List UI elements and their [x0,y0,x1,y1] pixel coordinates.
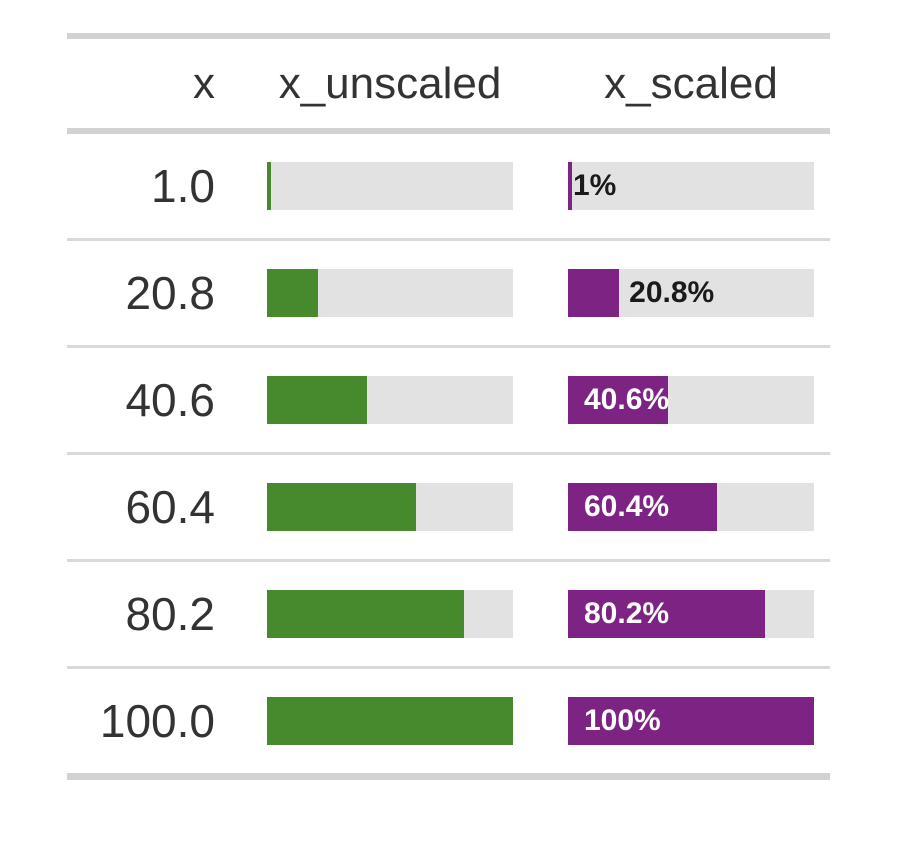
unscaled-bar-track [267,697,513,745]
table-row: 40.6 40.6% [67,348,830,452]
scaled-bar-label: 80.2% [584,597,670,630]
table-bottom-border [67,773,830,780]
scaled-bar-track: 1% [568,162,814,210]
scaled-bar-label: 40.6% [584,383,670,416]
unscaled-bar-fill [267,483,416,531]
scaled-bar-track: 60.4% [568,483,814,531]
x-value: 1.0 [151,160,215,212]
x-value: 100.0 [99,695,215,747]
x-value: 40.6 [125,374,215,426]
percent-bar-table: x x_unscaled x_scaled 1.0 1% 20.8 20.8% 40.6… [67,33,830,780]
column-header-x-unscaled: x_unscaled [278,58,502,108]
scaled-bar-fill [568,376,668,424]
unscaled-bar-fill [267,269,319,317]
table-row: 60.4 60.4% [67,455,830,559]
scaled-bar-label: 100% [584,704,661,737]
scaled-bar-fill [568,590,766,638]
scaled-bar-track: 20.8% [568,269,814,317]
x-value: 60.4 [125,481,215,533]
table-row: 1.0 1% [67,134,830,238]
column-header-x-scaled: x_scaled [604,58,778,108]
row-divider [67,238,830,241]
row-divider [67,452,830,455]
unscaled-bar-fill [267,697,513,745]
scaled-bar-track: 40.6% [568,376,814,424]
scaled-bar-fill [568,697,814,745]
unscaled-bar-fill [267,162,271,210]
scaled-bar-label: 1% [573,169,617,202]
scaled-bar-label: 20.8% [629,276,715,309]
row-divider [67,345,830,348]
table-body: 1.0 1% 20.8 20.8% 40.6 40.6% 60.4 60.4% 80.2 80.2… [67,134,830,773]
table-row: 20.8 20.8% [67,241,830,345]
table-row: 100.0 100% [67,669,830,773]
scaled-bar-fill [568,269,620,317]
unscaled-bar-track [267,483,513,531]
column-header-x: x [193,58,215,108]
table-top-border [67,33,830,39]
column-header-row: x x_unscaled x_scaled [67,39,830,128]
unscaled-bar-fill [267,376,367,424]
header-bottom-border [67,128,830,134]
row-divider [67,666,830,669]
row-divider [67,559,830,562]
x-value: 80.2 [125,588,215,640]
scaled-bar-label: 60.4% [584,490,670,523]
scaled-bar-fill [568,483,717,531]
unscaled-bar-track [267,162,513,210]
scaled-bar-track: 80.2% [568,590,814,638]
unscaled-bar-track [267,269,513,317]
scaled-bar-track: 100% [568,697,814,745]
unscaled-bar-track [267,376,513,424]
unscaled-bar-fill [267,590,465,638]
scaled-bar-fill [568,162,572,210]
table-row: 80.2 80.2% [67,562,830,666]
unscaled-bar-track [267,590,513,638]
x-value: 20.8 [125,267,215,319]
